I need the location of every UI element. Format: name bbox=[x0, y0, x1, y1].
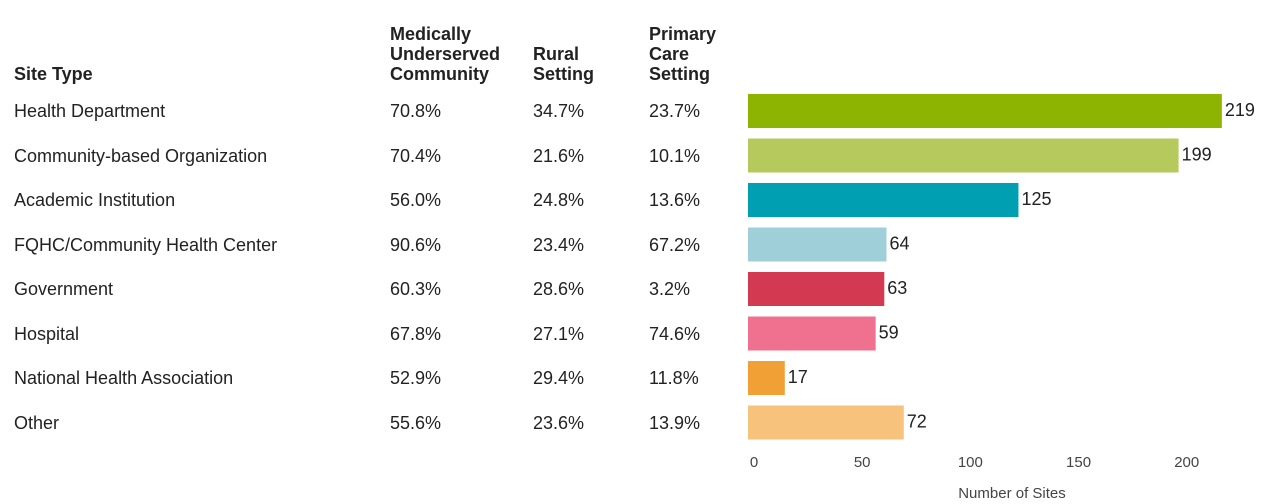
bar bbox=[748, 94, 1222, 128]
percent-cell: 55.6% bbox=[390, 412, 442, 433]
bar-value-label: 219 bbox=[1225, 100, 1255, 120]
percent-cell: 23.4% bbox=[533, 234, 585, 255]
percent-cell: 13.6% bbox=[649, 190, 701, 210]
bar bbox=[748, 272, 885, 306]
percent-cell: 13.9% bbox=[649, 412, 701, 433]
bar-value-label: 64 bbox=[889, 233, 909, 253]
column-header: Primary Care Setting bbox=[649, 24, 717, 84]
bar bbox=[748, 227, 887, 262]
percent-cell: 11.8% bbox=[649, 368, 699, 388]
percent-cell: 52.9% bbox=[390, 368, 442, 388]
percent-cell: 21.6% bbox=[533, 145, 585, 166]
bar bbox=[748, 361, 785, 395]
column-header: Medically Underserved Community bbox=[390, 24, 501, 84]
x-axis-label: Number of Sites bbox=[958, 485, 1066, 502]
percent-cell: 23.7% bbox=[649, 101, 701, 121]
bar-value-label: 63 bbox=[887, 278, 907, 298]
site-type: Other bbox=[14, 412, 60, 433]
percent-cell: 90.6% bbox=[390, 234, 442, 255]
x-tick-label: 50 bbox=[854, 454, 871, 471]
site-type: Academic Institution bbox=[14, 190, 176, 210]
site-type: National Health Association bbox=[14, 368, 234, 388]
percent-cell: 74.6% bbox=[649, 323, 701, 344]
x-tick-label: 0 bbox=[750, 454, 758, 471]
column-header: Site Type bbox=[14, 64, 93, 84]
percent-cell: 28.6% bbox=[533, 279, 585, 299]
percent-cell: 29.4% bbox=[533, 368, 585, 388]
percent-cell: 23.6% bbox=[533, 412, 585, 433]
percent-cell: 70.4% bbox=[390, 145, 442, 166]
percent-cell: 24.8% bbox=[533, 190, 585, 210]
site-type: Government bbox=[14, 279, 114, 299]
bar bbox=[748, 183, 1019, 217]
percent-cell: 67.8% bbox=[390, 323, 442, 344]
site-type: Community-based Organization bbox=[14, 145, 268, 166]
percent-cell: 70.8% bbox=[390, 101, 442, 121]
bar-value-label: 72 bbox=[907, 411, 927, 431]
site-type: Hospital bbox=[14, 323, 80, 344]
percent-cell: 27.1% bbox=[533, 323, 585, 344]
percent-cell: 67.2% bbox=[649, 234, 701, 255]
column-header: Rural Setting bbox=[533, 44, 594, 84]
percent-cell: 56.0% bbox=[390, 190, 442, 210]
bar-value-label: 59 bbox=[879, 322, 899, 342]
bar-value-label: 17 bbox=[788, 367, 808, 387]
bar-value-label: 125 bbox=[1021, 189, 1051, 209]
percent-cell: 10.1% bbox=[649, 145, 701, 166]
site-type: FQHC/Community Health Center bbox=[14, 234, 278, 255]
percent-cell: 34.7% bbox=[533, 101, 585, 121]
bar bbox=[748, 138, 1179, 173]
x-tick-label: 200 bbox=[1174, 454, 1199, 471]
bar bbox=[748, 405, 904, 440]
percent-cell: 3.2% bbox=[649, 279, 691, 299]
site-type: Health Department bbox=[14, 101, 166, 121]
bar-value-label: 199 bbox=[1182, 144, 1212, 164]
x-tick-label: 100 bbox=[958, 454, 983, 471]
x-tick-label: 150 bbox=[1066, 454, 1091, 471]
percent-cell: 60.3% bbox=[390, 279, 442, 299]
bar bbox=[748, 316, 876, 351]
